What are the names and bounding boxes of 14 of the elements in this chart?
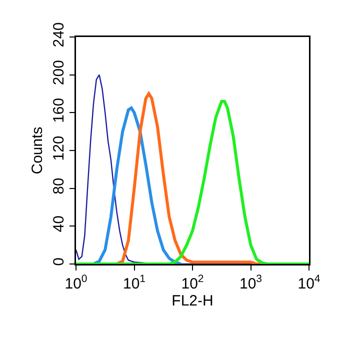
x-tick-label: 10$^{1}$ — [122, 273, 146, 292]
y-tick-label: 160 — [50, 98, 68, 123]
y-axis-title: Counts — [29, 126, 46, 174]
y-tick-label: 200 — [50, 60, 68, 86]
x-tick-label: 10$^{3}$ — [239, 273, 262, 292]
y-tick-label: 40 — [50, 216, 68, 232]
x-tick-label: 10$^{4}$ — [298, 273, 320, 292]
x-axis-title: FL2-H — [172, 292, 214, 310]
y-tick-label: 240 — [50, 22, 68, 48]
y-tick-label: 120 — [50, 136, 68, 161]
x-tick-label: 10$^{2}$ — [181, 273, 204, 292]
x-tick-label: 10$^{0}$ — [64, 273, 88, 292]
y-tick-label: 80 — [50, 178, 68, 194]
y-tick-label: 0 — [50, 258, 68, 266]
